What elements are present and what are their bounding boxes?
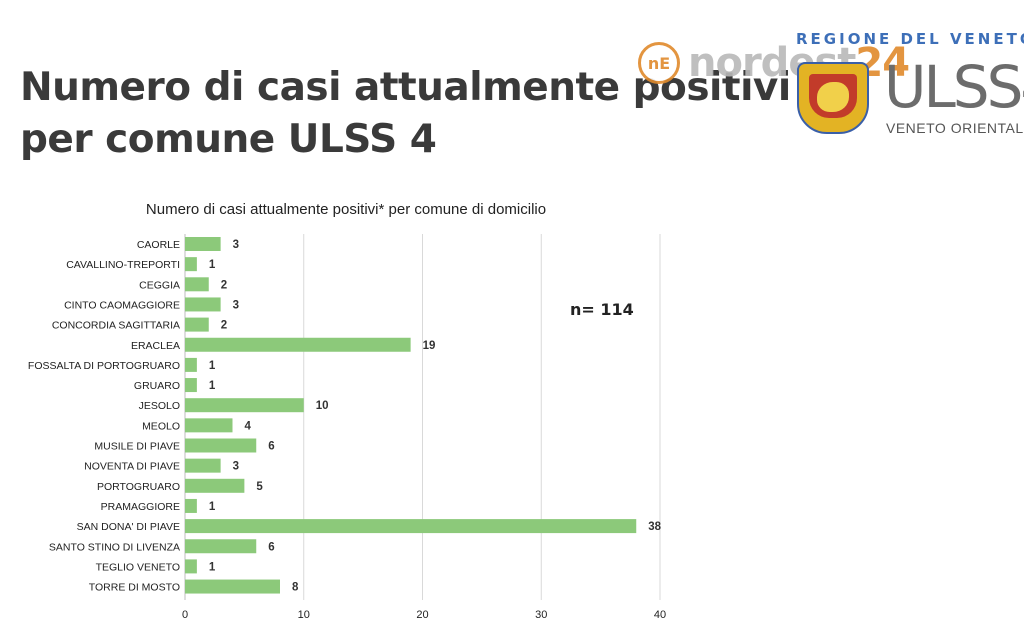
value-label: 1 — [209, 360, 216, 372]
category-labels: CAORLE CAVALLINO-TREPORTI CEGGIA CINTO CAOM… — [28, 239, 180, 594]
x-axis-ticks: 0 10 20 30 40 — [182, 609, 666, 621]
value-label: 4 — [245, 420, 252, 432]
sample-size-annotation: n= 114 — [570, 300, 634, 319]
category-label: PRAMAGGIORE — [101, 501, 180, 513]
x-tick-label: 20 — [416, 609, 428, 621]
value-label: 5 — [256, 481, 263, 493]
category-label: SANTO STINO DI LIVENZA — [49, 541, 180, 553]
bar — [185, 317, 209, 332]
value-label: 8 — [292, 582, 299, 594]
x-tick-label: 10 — [298, 609, 310, 621]
bar — [185, 458, 221, 473]
value-label: 3 — [233, 299, 239, 311]
category-label: CEGGIA — [139, 279, 180, 291]
value-label: 10 — [316, 400, 329, 412]
bar — [185, 498, 197, 513]
chart-title: Numero di casi attualmente positivi* per… — [146, 201, 546, 218]
ulss-logo-subtitle: VENETO ORIENTALE — [886, 120, 1024, 136]
category-label: CINTO CAOMAGGIORE — [64, 299, 180, 311]
bar — [185, 378, 197, 393]
category-label: MUSILE DI PIAVE — [94, 441, 180, 453]
page-title-line-2: per comune ULSS 4 — [20, 117, 437, 162]
bar-chart: Numero di casi attualmente positivi* per… — [28, 201, 666, 621]
category-label: TEGLIO VENETO — [96, 561, 180, 573]
value-label: 38 — [648, 521, 661, 533]
category-label: GRUARO — [134, 380, 180, 392]
grid-lines — [184, 234, 661, 600]
bar — [185, 357, 197, 372]
category-label: ERACLEA — [131, 340, 180, 352]
category-label: FOSSALTA DI PORTOGRUARO — [28, 360, 180, 372]
value-label: 6 — [268, 541, 274, 553]
value-label: 2 — [221, 320, 227, 332]
value-label: 1 — [209, 380, 216, 392]
category-label: SAN DONA' DI PIAVE — [77, 521, 180, 533]
value-label: 1 — [209, 259, 216, 271]
value-label: 2 — [221, 279, 227, 291]
bar — [185, 478, 245, 493]
x-tick-label: 30 — [535, 609, 547, 621]
bar — [185, 539, 257, 554]
bar — [185, 297, 221, 312]
category-label: CAVALLINO-TREPORTI — [66, 259, 180, 271]
category-label: CAORLE — [137, 239, 180, 251]
bar — [185, 519, 637, 534]
bar — [185, 559, 197, 574]
bar — [185, 398, 304, 413]
bar — [185, 418, 233, 433]
category-label: CONCORDIA SAGITTARIA — [52, 320, 180, 332]
category-label: PORTOGRUARO — [97, 481, 180, 493]
x-tick-label: 40 — [654, 609, 666, 621]
value-label: 1 — [209, 501, 216, 513]
bar — [185, 237, 221, 251]
lion-emblem-icon — [817, 82, 849, 112]
category-label: MEOLO — [142, 420, 180, 432]
bar — [185, 438, 257, 453]
value-label: 1 — [209, 561, 216, 573]
nordest24-badge-icon: nE — [638, 42, 680, 84]
value-label: 6 — [268, 441, 274, 453]
bar — [185, 277, 209, 292]
value-label: 3 — [233, 239, 239, 251]
category-label: TORRE DI MOSTO — [89, 582, 180, 594]
bars — [185, 237, 637, 594]
bar — [185, 579, 280, 594]
category-label: JESOLO — [139, 400, 180, 412]
region-logo-text: REGIONE DEL VENETO — [796, 30, 1024, 48]
value-label: 3 — [233, 461, 239, 473]
bar — [185, 337, 411, 352]
bar — [185, 257, 197, 272]
category-label: NOVENTA DI PIAVE — [84, 461, 180, 473]
veneto-lion-crest-icon — [797, 62, 869, 134]
x-tick-label: 0 — [182, 609, 188, 621]
value-label: 19 — [423, 340, 436, 352]
